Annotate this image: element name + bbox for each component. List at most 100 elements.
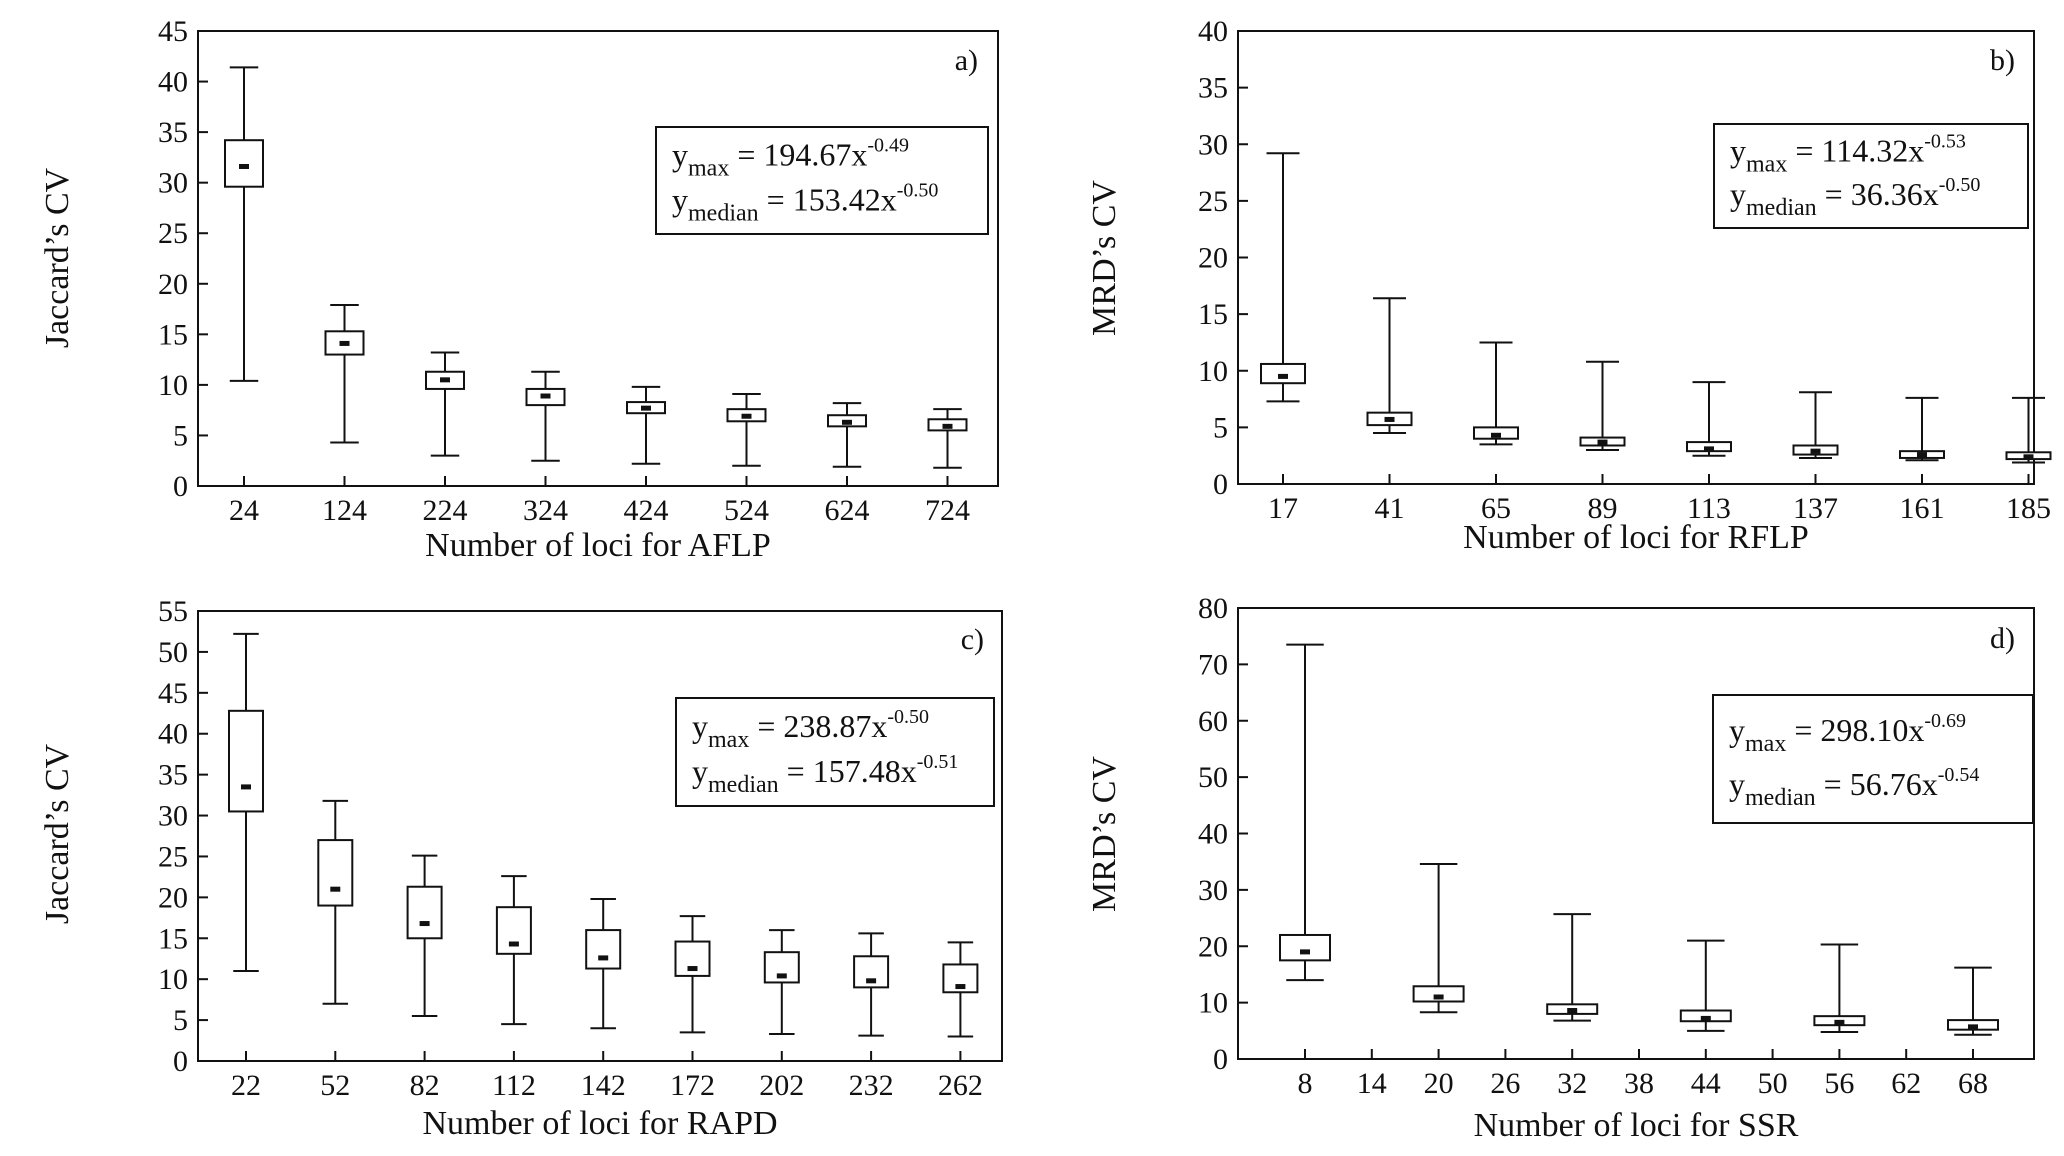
median-marker <box>955 984 966 990</box>
y-tick-label: 0 <box>173 1045 188 1078</box>
plot-frame <box>197 30 999 487</box>
median-marker <box>687 966 698 972</box>
x-tick-label: 22 <box>231 1069 261 1102</box>
y-tick-label: 30 <box>158 167 188 200</box>
y-tick-label: 40 <box>158 718 188 751</box>
box-plot-185 <box>2005 396 2052 464</box>
box-plot-137 <box>1792 391 1839 459</box>
equation-exponent: -0.50 <box>897 179 939 201</box>
y-tick-label: 5 <box>173 419 188 452</box>
box-iqr <box>228 709 264 813</box>
y-tick-label: 5 <box>173 1004 188 1037</box>
y-tick-label: 50 <box>158 636 188 669</box>
y-tick-label: 30 <box>158 800 188 833</box>
box-plot-112 <box>495 875 532 1026</box>
y-tick-label: 45 <box>158 15 188 48</box>
y-tick-label: 0 <box>1213 468 1228 501</box>
equation-max: ymax = 194.67x-0.49 <box>672 135 909 182</box>
median-marker <box>1917 452 1927 458</box>
equation-median: ymedian = 36.36x-0.50 <box>1730 174 1980 221</box>
x-tick-label: 26 <box>1490 1067 1520 1100</box>
equation-median: ymedian = 157.48x-0.51 <box>692 751 958 798</box>
box-plot-56 <box>1813 943 1866 1033</box>
y-tick-label: 0 <box>173 470 188 503</box>
equation-rhs: = 153.42x <box>759 181 897 217</box>
equation-median: ymedian = 153.42x-0.50 <box>672 179 938 226</box>
y-tick-label: 20 <box>158 268 188 301</box>
equation-max: ymax = 238.87x-0.50 <box>692 706 929 753</box>
panel-label: d) <box>1990 622 2015 655</box>
box-iqr <box>317 839 354 907</box>
equation-rhs: = 36.36x <box>1817 176 1939 212</box>
x-tick-label: 161 <box>1900 492 1945 525</box>
plot-frame <box>1237 607 2035 1060</box>
x-tick-label: 172 <box>670 1069 715 1102</box>
x-tick-label: 262 <box>938 1069 983 1102</box>
panel-label: a) <box>955 44 978 77</box>
box-plot-324 <box>525 370 566 462</box>
x-tick-label: 38 <box>1624 1067 1654 1100</box>
y-tick-label: 25 <box>1198 185 1228 218</box>
y-tick-label: 55 <box>158 595 188 628</box>
y-axis-label: Jaccard’s CV <box>39 743 76 924</box>
median-marker <box>1384 416 1395 422</box>
y-tick-label: 5 <box>1213 411 1228 444</box>
box-plot-142 <box>585 898 622 1030</box>
equation-rhs: = 157.48x <box>779 753 917 789</box>
y-tick-label: 15 <box>1198 298 1228 331</box>
equation-subscript: max <box>1746 151 1787 177</box>
box-plot-172 <box>674 915 711 1034</box>
y-axis-label: MRD’s CV <box>1086 180 1123 336</box>
equation-subscript: max <box>1745 731 1786 757</box>
y-tick-label: 80 <box>1198 592 1228 625</box>
equation-exponent: -0.49 <box>867 135 909 157</box>
x-tick-label: 17 <box>1268 492 1298 525</box>
x-tick-label: 224 <box>423 494 468 527</box>
equation-frame <box>655 126 989 235</box>
y-tick-label: 10 <box>158 963 188 996</box>
x-tick-label: 124 <box>322 494 367 527</box>
box-iqr <box>224 139 264 188</box>
median-marker <box>239 163 249 169</box>
box-iqr <box>674 940 711 977</box>
box-plot-8 <box>1279 643 1331 982</box>
median-marker <box>339 340 350 346</box>
y-tick-label: 15 <box>158 922 188 955</box>
median-marker <box>1491 432 1501 438</box>
y-tick-label: 35 <box>158 759 188 792</box>
equation-exponent: -0.51 <box>917 751 959 773</box>
equation-subscript: max <box>708 727 749 753</box>
median-marker <box>1597 439 1608 445</box>
box-iqr <box>495 906 532 955</box>
box-plot-32 <box>1546 913 1599 1022</box>
chart-panel-d: 0 10 20 30 40 50 60 70 80 8 14 20 26 32 38 44 50 56 62 68 d)… <box>1086 592 2035 1144</box>
equation-exponent: -0.54 <box>1938 764 1980 786</box>
box-plot-113 <box>1686 381 1732 457</box>
x-tick-label: 41 <box>1375 492 1405 525</box>
y-tick-label: 0 <box>1213 1043 1228 1076</box>
median-marker <box>440 377 450 383</box>
equation-subscript: max <box>688 156 729 182</box>
box-plot-24 <box>224 66 264 382</box>
x-tick-label: 232 <box>849 1069 894 1102</box>
median-marker <box>1810 448 1821 454</box>
box-plot-52 <box>317 799 354 1005</box>
chart-panel-a: 0 5 10 15 20 25 30 35 40 45 24 124 224 324 424 524 624 72… <box>39 15 999 564</box>
x-tick-label: 44 <box>1691 1067 1721 1100</box>
equation-lhs: y <box>672 137 688 173</box>
chart-panel-c: 0 5 10 15 20 25 30 35 40 45 50 55 22 52 82 112 142 172 202… <box>39 595 1003 1142</box>
x-axis-label: Number of loci for SSR <box>1474 1107 1799 1144</box>
x-tick-label: 65 <box>1481 492 1511 525</box>
median-marker <box>641 405 651 411</box>
equation-rhs: = 114.32x <box>1787 132 1924 168</box>
equation-frame <box>1713 123 2029 229</box>
median-marker <box>1700 1015 1711 1021</box>
box-plot-44 <box>1679 939 1732 1032</box>
y-tick-label: 35 <box>1198 72 1228 105</box>
box-plot-20 <box>1412 862 1465 1014</box>
x-tick-label: 24 <box>229 494 259 527</box>
